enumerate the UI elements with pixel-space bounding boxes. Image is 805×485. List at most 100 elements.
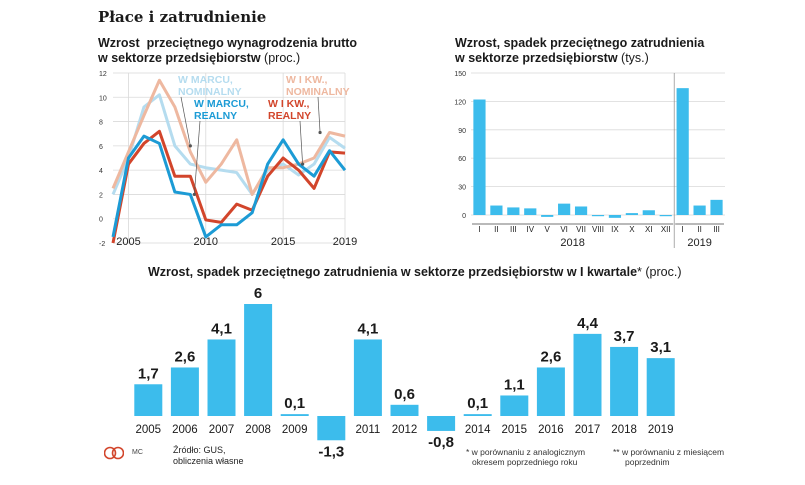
x-tick-label: 2016 (538, 424, 564, 436)
bar (317, 416, 346, 441)
x-tick-label: VI (560, 225, 568, 234)
bar (646, 358, 675, 416)
x-tick-label: I (682, 225, 684, 234)
x-tick-label: III (713, 225, 720, 234)
x-tick-label: 2010 (194, 236, 218, 248)
x-tick-label: 2014 (465, 424, 491, 436)
footnote-1: * w porównaniu z analogicznym okresem po… (466, 447, 585, 467)
x-tick-label: IX (611, 225, 619, 234)
x-tick-label: XI (645, 225, 653, 234)
x-tick-label: 2008 (245, 424, 271, 436)
x-tick-label: 2012 (392, 424, 418, 436)
annotation-march-real-line2: REALNY (194, 110, 237, 122)
bar (353, 339, 382, 416)
y-tick-label: 150 (454, 71, 466, 78)
x-tick-label: 2015 (271, 236, 295, 248)
employment-q1-title: Wzrost, spadek przeciętnego zatrudnienia… (148, 265, 681, 280)
bar (608, 215, 622, 218)
y-tick-label: 60 (458, 156, 466, 163)
bar (625, 213, 638, 215)
footnote-2-line1: ** w porównaniu z miesiącem (613, 447, 725, 457)
bar (574, 206, 588, 215)
x-tick-label: 2015 (502, 424, 528, 436)
x-tick-label: 2019 (333, 236, 357, 248)
group-label: 2019 (687, 237, 711, 249)
x-tick-label: 2009 (282, 424, 308, 436)
wage-chart-unit: (proc.) (264, 51, 301, 65)
employment-q1-bar-chart: 1,7 2005 2,6 2006 4,1 2007 6 2008 0,1 2009 -1,3 4,1… (134, 285, 675, 460)
annotation-leader (317, 96, 321, 133)
data-label: 6 (254, 285, 262, 302)
y-tick-label: 6 (99, 144, 103, 151)
x-tick-label: 2006 (172, 424, 198, 436)
footnote-2-line2: poprzednim (625, 457, 670, 467)
wage-chart-title-line1: Wzrost przeciętnego wynagrodzenia brutto (98, 36, 358, 50)
y-tick-label: -2 (99, 241, 105, 248)
bar (490, 205, 503, 215)
annotation-dot (192, 192, 196, 197)
bar (710, 199, 723, 215)
data-label: 0,6 (394, 386, 415, 403)
data-label: 4,4 (577, 315, 599, 332)
source-note: Źródło: GUS, obliczenia własne (173, 445, 244, 467)
bar (390, 404, 419, 416)
x-tick-label: 2007 (209, 424, 235, 436)
wage-chart-title-line2: w sektorze przedsiębiorstw (98, 51, 261, 65)
bar (573, 333, 602, 416)
employment-q1-title-suffix: * (proc.) (637, 265, 682, 279)
x-tick-label: 2011 (356, 424, 381, 436)
y-tick-label: 8 (99, 120, 103, 127)
bar (659, 215, 672, 217)
author-initials: MC (132, 449, 143, 456)
annotation-leader (180, 96, 191, 146)
y-tick-label: 12 (99, 71, 107, 78)
data-label: 2,6 (540, 348, 561, 365)
wage-line-chart: -2 0 2 4 6 8 10 12 2005 2010 2015 2019 (99, 71, 357, 248)
x-tick-label: 2005 (116, 236, 140, 248)
bar (693, 205, 706, 215)
annotation-march-nominal-line2: NOMINALNY (178, 86, 242, 98)
bar (473, 99, 486, 215)
bar (280, 414, 309, 416)
annotation-march-real-line1: W MARCU, (194, 98, 249, 110)
employment-monthly-title-line2: w sektorze przedsiębiorstw (455, 51, 618, 65)
x-tick-label: I (478, 225, 480, 234)
employment-monthly-title: Wzrost, spadek przeciętnego zatrudnienia… (455, 36, 704, 66)
y-tick-label: 0 (462, 213, 466, 220)
data-label: -1,3 (318, 443, 344, 460)
employment-monthly-title-line1: Wzrost, spadek przeciętnego zatrudnienia (455, 36, 705, 50)
bar (134, 384, 163, 416)
employment-monthly-unit: (tys.) (621, 51, 649, 65)
bar (536, 367, 565, 416)
data-label: 1,1 (504, 376, 525, 393)
series-line (111, 78, 346, 196)
x-tick-label: IV (526, 225, 534, 234)
source-line2: obliczenia własne (173, 456, 244, 466)
bar (591, 215, 605, 217)
bar (427, 416, 456, 431)
bar (507, 207, 520, 215)
annotation-q1-nominal-line2: NOMINALNY (286, 86, 350, 98)
x-tick-label: VII (576, 225, 586, 234)
footnote-1-line1: * w porównaniu z analogicznym (466, 447, 586, 457)
data-label: 4,1 (357, 320, 378, 337)
wage-chart-title: Wzrost przeciętnego wynagrodzenia brutto… (98, 36, 357, 66)
x-tick-label: 2005 (136, 424, 162, 436)
y-tick-label: 10 (99, 95, 107, 102)
x-tick-label: 2017 (575, 424, 601, 436)
x-tick-label: III (510, 225, 517, 234)
y-tick-label: 120 (454, 99, 466, 106)
data-label: 1,7 (138, 365, 159, 382)
series-line (111, 129, 346, 244)
data-label: -0,8 (428, 434, 454, 451)
bar (207, 339, 236, 416)
employment-q1-title-text: Wzrost, spadek przeciętnego zatrudnienia… (148, 265, 638, 279)
y-tick-label: 2 (99, 192, 103, 199)
x-tick-label: II (697, 225, 701, 234)
y-tick-label: 0 (99, 217, 103, 224)
page-title: Płace i zatrudnienie (98, 8, 267, 26)
y-tick-label: 4 (99, 168, 103, 175)
group-label: 2018 (560, 237, 584, 249)
bar (170, 367, 199, 416)
